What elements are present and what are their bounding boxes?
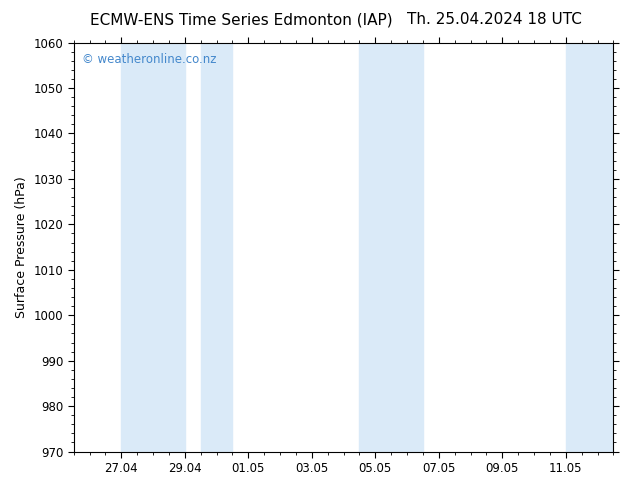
Text: Th. 25.04.2024 18 UTC: Th. 25.04.2024 18 UTC	[407, 12, 582, 27]
Bar	[201, 43, 233, 452]
Bar	[566, 43, 630, 452]
Text: © weatheronline.co.nz: © weatheronline.co.nz	[82, 53, 216, 66]
Y-axis label: Surface Pressure (hPa): Surface Pressure (hPa)	[15, 176, 28, 318]
Bar	[391, 43, 423, 452]
Bar	[121, 43, 185, 452]
Text: ECMW-ENS Time Series Edmonton (IAP): ECMW-ENS Time Series Edmonton (IAP)	[89, 12, 392, 27]
Bar	[359, 43, 391, 452]
